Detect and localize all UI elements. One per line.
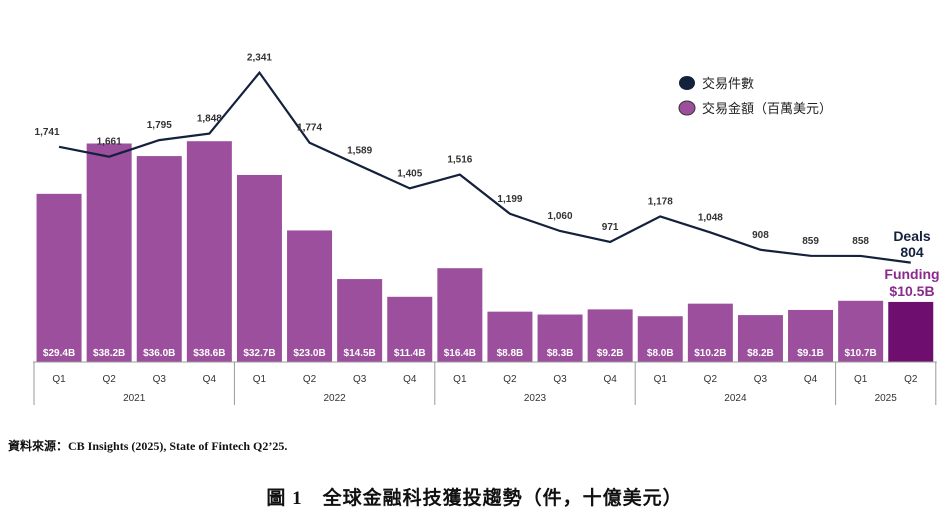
deals-data-label: 1,589 xyxy=(347,146,372,157)
deals-data-label: 1,516 xyxy=(447,155,472,166)
deals-data-label: 859 xyxy=(802,236,819,247)
quarter-tick-label: Q4 xyxy=(203,374,217,385)
quarter-tick-label: Q3 xyxy=(353,374,367,385)
deals-data-label: 1,048 xyxy=(698,212,723,223)
deals-data-label: 858 xyxy=(852,236,869,247)
funding-bar-label: $36.0B xyxy=(143,348,175,359)
deals-data-label: 1,178 xyxy=(648,196,673,207)
quarter-tick-label: Q1 xyxy=(453,374,467,385)
deals-annotation-value: 804 xyxy=(900,244,924,260)
funding-bar xyxy=(186,141,232,362)
quarter-tick-label: Q2 xyxy=(904,374,918,385)
funding-bar xyxy=(838,300,884,362)
quarter-tick-label: Q1 xyxy=(52,374,66,385)
quarter-tick-label: Q2 xyxy=(102,374,116,385)
quarter-tick-label: Q4 xyxy=(403,374,417,385)
funding-bar-label: $10.2B xyxy=(694,348,726,359)
deals-data-label: 1,060 xyxy=(548,211,573,222)
year-tick-label: 2025 xyxy=(875,393,898,404)
funding-bar xyxy=(487,311,533,362)
quarter-tick-label: Q3 xyxy=(754,374,768,385)
funding-bar xyxy=(788,309,834,362)
figure-caption: 圖 1 全球金融科技獲投趨勢（件，十億美元） xyxy=(266,488,683,509)
legend-label: 交易金額（百萬美元） xyxy=(702,101,832,116)
source-note: 資料來源：CB Insights (2025), State of Fintec… xyxy=(8,439,288,453)
funding-bar-label: $16.4B xyxy=(444,348,476,359)
funding-bar xyxy=(86,143,132,362)
deals-data-label: 1,741 xyxy=(35,127,60,138)
legend-marker-icon xyxy=(679,76,695,90)
funding-annotation-value: $10.5B xyxy=(889,283,934,299)
funding-bar-label: $23.0B xyxy=(293,348,325,359)
funding-bar xyxy=(136,156,182,362)
funding-bar-label: $14.5B xyxy=(344,348,376,359)
funding-bar-label: $10.7B xyxy=(845,348,877,359)
funding-bar-label: $8.2B xyxy=(747,348,774,359)
deals-annotation-title: Deals xyxy=(893,228,931,244)
deals-line xyxy=(58,70,911,264)
quarter-tick-label: Q2 xyxy=(303,374,317,385)
deals-data-label: 1,661 xyxy=(97,137,122,148)
funding-bar-label: $29.4B xyxy=(43,348,75,359)
quarter-tick-label: Q3 xyxy=(553,374,567,385)
legend-label: 交易件數 xyxy=(702,76,754,91)
quarter-tick-label: Q3 xyxy=(153,374,167,385)
year-tick-label: 2023 xyxy=(524,393,547,404)
funding-bar xyxy=(337,279,383,362)
deals-data-label: 1,405 xyxy=(397,168,422,179)
funding-bar-label: $8.0B xyxy=(647,348,674,359)
funding-bar xyxy=(437,268,483,362)
quarter-tick-label: Q1 xyxy=(253,374,267,385)
funding-bar-label: $38.6B xyxy=(193,348,225,359)
funding-bar-label: $9.1B xyxy=(797,348,824,359)
funding-bar-label: $11.4B xyxy=(394,348,426,359)
year-tick-label: 2021 xyxy=(123,393,146,404)
quarter-tick-label: Q4 xyxy=(603,374,617,385)
funding-bar xyxy=(737,315,783,362)
deals-data-label: 1,774 xyxy=(297,123,322,134)
funding-bar-label: $38.2B xyxy=(93,348,125,359)
funding-bar xyxy=(36,193,82,362)
funding-annotation-title: Funding xyxy=(884,266,939,282)
funding-bar xyxy=(687,303,733,362)
quarter-tick-label: Q2 xyxy=(704,374,718,385)
deals-data-label: 1,848 xyxy=(197,114,222,125)
legend-marker-icon xyxy=(678,100,696,116)
year-tick-label: 2024 xyxy=(724,393,747,404)
funding-bar xyxy=(387,296,433,362)
quarter-tick-label: Q2 xyxy=(503,374,517,385)
funding-bar xyxy=(888,301,934,362)
deals-data-label: 2,341 xyxy=(247,53,272,64)
quarter-tick-label: Q4 xyxy=(804,374,818,385)
funding-bar xyxy=(537,314,583,362)
quarter-tick-label: Q1 xyxy=(654,374,668,385)
quarter-tick-label: Q1 xyxy=(854,374,868,385)
funding-bar-label: $32.7B xyxy=(243,348,275,359)
funding-bar xyxy=(637,316,683,362)
funding-bar xyxy=(587,309,633,362)
year-tick-label: 2022 xyxy=(323,393,346,404)
deals-data-label: 971 xyxy=(602,222,619,233)
funding-bar xyxy=(287,230,333,362)
deals-data-label: 908 xyxy=(752,230,769,241)
deals-data-label: 1,795 xyxy=(147,120,172,131)
funding-bar xyxy=(236,174,282,362)
funding-bar-label: $9.2B xyxy=(597,348,624,359)
funding-bar-label: $8.8B xyxy=(497,348,524,359)
funding-deals-chart: $29.4B $38.2B $36.0B $38.6B $32.7B $23.0B $14.… xyxy=(33,53,940,405)
funding-bar-label: $8.3B xyxy=(547,348,574,359)
deals-data-label: 1,199 xyxy=(497,194,522,205)
